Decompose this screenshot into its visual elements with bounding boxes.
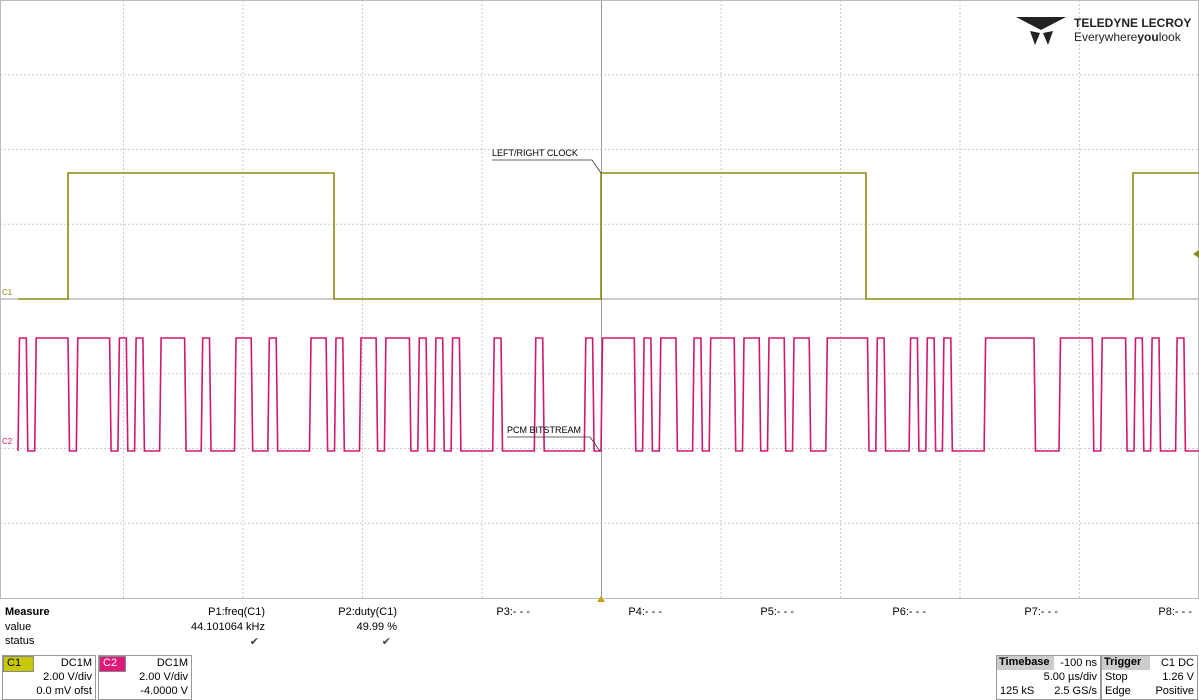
param-header: P7:- - - — [1024, 606, 1058, 618]
param-header: P2:duty(C1) — [338, 606, 397, 618]
vdiv: 2.00 V/div — [43, 671, 92, 683]
trigger-time-marker — [597, 596, 605, 602]
offset: 0.0 mV ofst — [36, 685, 92, 697]
coupling: DC1M — [156, 657, 188, 669]
trigger-type: Edge — [1105, 685, 1131, 697]
logo-icon — [1016, 17, 1066, 30]
param-header: P4:- - - — [628, 606, 662, 618]
coupling: DC1M — [60, 657, 92, 669]
trigger-source: C1 DC — [1160, 657, 1194, 669]
scope-display: TELEDYNE LECROY Everywhereyoulook LEFT/R… — [0, 0, 1199, 602]
logo-icon — [1030, 31, 1040, 45]
measure-title: Measure — [5, 606, 50, 618]
row-label: value — [5, 621, 32, 633]
trigger-level: 1.26 V — [1162, 671, 1194, 683]
annotation-leader — [507, 436, 601, 452]
display-bg — [0, 0, 1199, 602]
tagline-part: you — [1137, 30, 1158, 44]
param-value: 44.101064 kHz — [191, 621, 265, 633]
logo-icon — [1043, 31, 1053, 45]
tdiv: 5.00 µs/div — [1043, 671, 1097, 683]
c2-trace — [17, 337, 1199, 452]
trigger-level-marker — [1193, 250, 1199, 258]
delay: -100 ns — [1060, 657, 1097, 669]
c1-trace — [18, 172, 1199, 300]
c2-descriptor[interactable]: C2 DC1M 2.00 V/div -4.0000 V — [98, 655, 192, 700]
logo: TELEDYNE LECROY Everywhereyoulook — [1016, 16, 1191, 45]
tagline-part: Everywhere — [1074, 30, 1138, 44]
logo-brand: TELEDYNE LECROY — [1074, 16, 1191, 30]
channel-label: C2 — [99, 656, 126, 672]
status-check: ✔ — [381, 636, 391, 648]
timebase-descriptor[interactable]: Timebase -100 ns 5.00 µs/div 125 kS 2.5 … — [996, 655, 1101, 700]
trigger-descriptor[interactable]: Trigger C1 DC Stop 1.26 V Edge Positive — [1101, 655, 1198, 700]
param-header: P1:freq(C1) — [208, 606, 265, 618]
channel-marker: C1 — [2, 288, 13, 297]
status-check: ✔ — [249, 636, 259, 648]
channel-marker: C2 — [2, 437, 13, 446]
row-label: status — [5, 635, 35, 647]
param-header: P3:- - - — [496, 606, 530, 618]
param-header: P6:- - - — [892, 606, 926, 618]
channel-label: C1 — [3, 656, 34, 672]
annotation: LEFT/RIGHT CLOCK — [492, 148, 578, 158]
param-header: P5:- - - — [760, 606, 794, 618]
annotation: PCM BITSTREAM — [507, 425, 581, 435]
samples: 125 kS — [1000, 685, 1035, 697]
annotation-leader — [492, 159, 602, 174]
param-header: P8:- - - — [1158, 606, 1192, 618]
timebase-title: Timebase — [997, 656, 1054, 670]
logo-tagline: Everywhereyoulook — [1074, 30, 1182, 44]
offset: -4.0000 V — [140, 685, 188, 697]
param-value: 49.99 % — [356, 621, 397, 633]
trigger-slope: Positive — [1155, 685, 1194, 697]
c1-descriptor[interactable]: C1 DC1M 2.00 V/div 0.0 mV ofst — [2, 655, 96, 700]
tagline-part: look — [1159, 30, 1182, 44]
trigger-mode: Stop — [1105, 671, 1128, 683]
trigger-title: Trigger — [1102, 656, 1150, 670]
sample-rate: 2.5 GS/s — [1054, 685, 1097, 697]
vdiv: 2.00 V/div — [139, 671, 188, 683]
